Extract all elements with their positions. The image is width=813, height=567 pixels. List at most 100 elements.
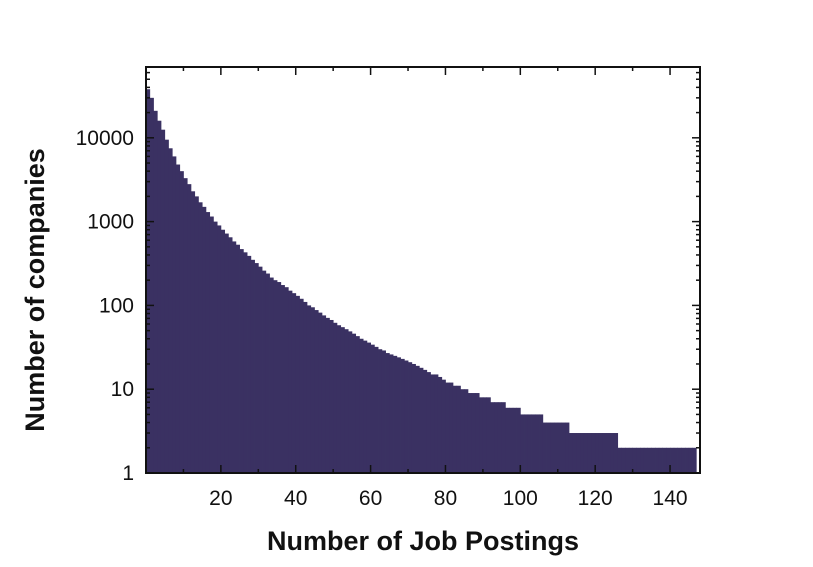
histogram-bar	[370, 344, 375, 473]
histogram-bar	[269, 277, 274, 473]
histogram-bar	[576, 433, 581, 473]
histogram-bar	[408, 362, 413, 473]
y-axis-title: Number of companies	[20, 148, 50, 432]
histogram-bar	[366, 342, 371, 473]
histogram-bar	[606, 433, 611, 473]
histogram-bar	[378, 349, 383, 473]
x-tick-label: 40	[284, 487, 307, 510]
histogram-bar	[512, 407, 517, 473]
histogram-bar	[662, 447, 667, 473]
histogram-bar	[393, 355, 398, 473]
histogram-bar	[554, 422, 559, 473]
histogram-bar	[273, 280, 278, 473]
histogram-bar	[482, 397, 488, 473]
histogram-bar	[299, 298, 304, 473]
histogram-bar	[651, 447, 656, 473]
histogram-bar	[355, 336, 360, 473]
histogram-bar	[239, 249, 244, 473]
histogram-bar	[490, 402, 495, 473]
histogram-bar	[542, 422, 547, 473]
histogram-bar	[209, 216, 214, 473]
histogram-bar	[535, 414, 540, 473]
histogram-bar	[325, 317, 330, 473]
histogram-bar	[524, 414, 529, 473]
histogram-bar	[460, 389, 465, 473]
histogram-bar	[277, 282, 282, 473]
histogram-bar	[220, 229, 226, 473]
histogram-bar	[340, 327, 345, 473]
histogram-bar	[344, 329, 349, 473]
histogram-bar	[587, 433, 592, 473]
histogram-bar	[568, 433, 574, 473]
histogram-bar	[321, 315, 327, 473]
histogram-bar	[505, 407, 510, 473]
histogram-bar	[426, 372, 431, 473]
histogram-bar	[404, 360, 409, 473]
histogram-bar	[262, 270, 267, 473]
histogram-bar	[628, 447, 634, 473]
x-tick-label: 100	[503, 487, 538, 510]
histogram-bar	[250, 259, 255, 473]
histogram-bar	[647, 447, 652, 473]
histogram-bar	[580, 433, 585, 473]
histogram-bar	[183, 178, 188, 474]
histogram-bar	[591, 433, 596, 473]
histogram-bar	[400, 358, 405, 473]
histogram-bar	[681, 447, 686, 473]
histogram-bar	[464, 389, 469, 473]
x-tick-label: 140	[653, 487, 688, 510]
histogram-bar	[452, 385, 458, 473]
histogram-bar	[149, 97, 154, 473]
histogram-bar	[658, 447, 663, 473]
x-axis-title: Number of Job Postings	[267, 526, 579, 556]
histogram-bar	[265, 273, 270, 473]
histogram-bar	[157, 120, 162, 473]
histogram-bar	[632, 447, 637, 473]
histogram-bar	[595, 433, 600, 473]
histogram-bar	[546, 422, 551, 473]
histogram-bar	[561, 422, 566, 473]
histogram-bar	[310, 307, 315, 473]
histogram-bar	[224, 233, 229, 473]
histogram-bar	[437, 376, 443, 473]
histogram-bar	[314, 310, 319, 473]
histogram-bar	[449, 382, 454, 473]
histogram-bar	[213, 221, 218, 473]
histogram-bar	[228, 237, 233, 473]
histogram-bar	[475, 393, 480, 473]
histogram-bar	[494, 402, 499, 473]
histogram-bar	[673, 447, 678, 473]
histogram-bar	[610, 433, 615, 473]
histogram-bar	[333, 322, 338, 473]
histogram-bar	[467, 393, 473, 473]
histogram-bar	[685, 447, 690, 473]
histogram-bar	[479, 397, 484, 473]
histogram-bar	[602, 433, 607, 473]
histogram-bar	[613, 433, 619, 473]
histogram-bar	[232, 241, 237, 473]
histogram-bar	[288, 290, 293, 473]
histogram-bar	[385, 353, 390, 473]
x-axis-ticks: 20 40 60 80 100 120 140	[182, 67, 688, 510]
histogram-bar	[175, 164, 181, 473]
y-tick-label: 10	[111, 378, 134, 401]
histogram-bar	[617, 447, 622, 473]
histogram-bar	[389, 354, 394, 473]
histogram-bar	[381, 350, 386, 473]
histogram-bar	[509, 407, 514, 473]
histogram-bar	[565, 422, 570, 473]
histogram-bar	[643, 447, 648, 473]
x-tick-label: 60	[359, 487, 382, 510]
histogram-bar	[471, 393, 476, 473]
y-tick-label: 1	[122, 462, 134, 485]
histogram-bar	[456, 385, 461, 473]
histogram-bar	[430, 374, 435, 473]
histogram-bar	[441, 379, 446, 473]
histogram-bar	[363, 340, 368, 473]
histogram-bar	[655, 447, 660, 473]
histogram-bar	[527, 414, 532, 473]
histogram-bar	[423, 369, 428, 473]
histogram-bar	[520, 414, 525, 473]
histogram-bar	[187, 184, 192, 473]
